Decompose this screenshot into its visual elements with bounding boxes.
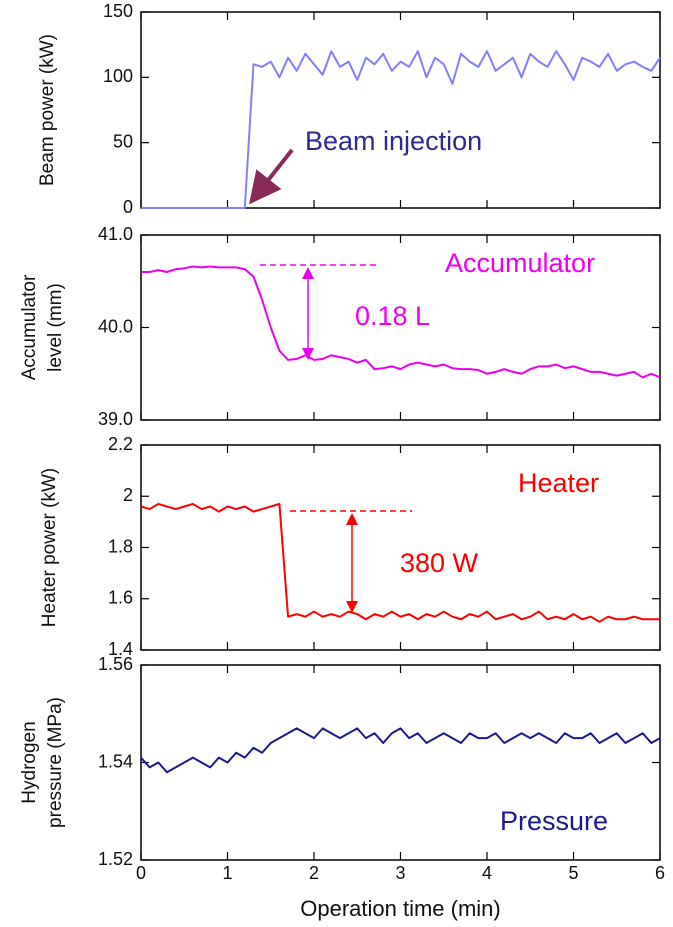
y-axis-label: Hydrogen [19,721,40,803]
annotation: 0.18 L [355,301,430,331]
y-axis-label: level (mm) [45,283,66,372]
x-tick-label: 6 [655,863,665,883]
plot-frame [140,11,661,209]
y-tick-label: 0 [123,197,133,217]
y-axis-label: Heater power (kW) [39,468,60,627]
data-line [141,265,661,379]
y-tick-label: 1.56 [98,654,133,674]
y-tick-label: 2.2 [108,434,133,454]
y-tick-label: 40.0 [98,316,133,336]
y-tick-label: 50 [113,131,133,151]
x-tick-label: 5 [568,863,578,883]
annotation: Accumulator [445,248,595,278]
y-tick-label: 1.6 [108,588,133,608]
x-axis-label: Operation time (min) [300,896,501,921]
y-tick-label: 100 [103,66,133,86]
y-tick-label: 1.8 [108,536,133,556]
y-axis-label: pressure (MPa) [45,697,66,828]
x-tick-label: 2 [309,863,319,883]
y-tick-label: 39.0 [98,409,133,429]
y-tick-label: 1.4 [108,639,133,659]
y-tick-label: 1.52 [98,849,133,869]
annotation: Beam injection [305,126,482,156]
arrow [249,148,294,205]
y-axis-label: Beam power (kW) [37,34,58,186]
data-line [140,502,660,623]
annotation: Pressure [500,806,608,836]
y-tick-label: 1.54 [98,751,133,771]
x-tick-label: 0 [136,863,146,883]
x-tick-label: 4 [482,863,492,883]
annotation: Heater [518,468,599,498]
y-tick-label: 41.0 [98,224,133,244]
data-line [141,50,661,209]
data-line [140,727,661,774]
y-axis-label: Accumulator [19,274,40,380]
annotation: 380 W [400,548,479,578]
y-tick-label: 150 [103,1,133,21]
y-tick-label: 2 [123,485,133,505]
x-tick-label: 3 [395,863,405,883]
x-tick-label: 1 [222,863,232,883]
